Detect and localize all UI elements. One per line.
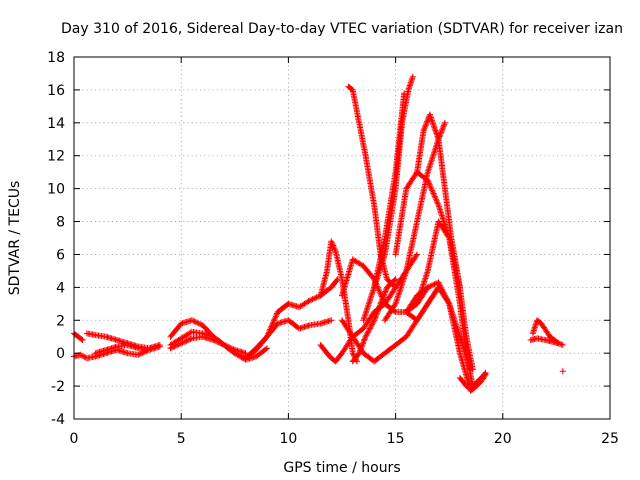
x-tick-label: 15 [387,431,405,447]
y-tick-label: -2 [51,379,65,395]
data-point-markers [349,276,399,365]
series-arc-27 [559,368,566,375]
x-tick-label: 20 [494,431,512,447]
series-arc-9 [274,276,341,315]
data-point-markers [242,317,335,362]
data-point-markers [527,335,566,348]
series-arc-2 [71,330,86,343]
series-arc-14 [349,276,399,365]
x-tick-label: 0 [70,431,79,447]
y-tick-label: 2 [56,313,65,329]
y-tick-label: 6 [56,247,65,263]
y-axis-label: SDTVAR / TECUs [7,181,23,296]
series-arc-8 [242,317,335,362]
data-point-markers [345,83,399,291]
series-arc-15 [345,83,399,291]
series-arc-17 [360,90,408,324]
y-tick-label: 18 [47,50,65,66]
data-point-markers [360,90,408,324]
data-point-markers [274,276,341,315]
y-tick-label: 10 [47,182,65,198]
y-tick-label: 0 [56,346,65,362]
series-arc-7 [167,328,249,357]
plot-frame [73,56,611,420]
data-point-markers [167,328,249,357]
data-points [71,73,566,394]
series-arc-25 [527,335,566,348]
y-axis-ticks: -4 -2 0 2 4 6 8 10 12 14 16 18 [47,50,610,428]
x-tick-label: 10 [279,431,297,447]
chart-title: Day 310 of 2016, Sidereal Day-to-day VTE… [61,21,623,37]
x-tick-label: 5 [177,431,186,447]
grid-lines [74,57,610,419]
x-axis-ticks: 0 5 10 15 20 25 [70,57,619,447]
data-point-markers [559,368,566,375]
y-tick-label: -4 [51,412,65,428]
series-arc-4 [92,342,152,357]
data-point-markers [456,371,489,393]
x-tick-label: 25 [601,431,619,447]
data-point-markers [71,330,86,343]
y-tick-label: 8 [56,215,65,231]
data-point-markers [92,342,152,357]
x-axis-label: GPS time / hours [283,460,400,476]
series-arc-26 [529,317,562,347]
series-arc-24 [456,371,489,393]
y-tick-label: 4 [56,280,65,296]
data-point-markers [529,317,562,347]
y-tick-label: 16 [47,83,65,99]
y-tick-label: 14 [47,116,65,132]
y-tick-label: 12 [47,149,65,165]
